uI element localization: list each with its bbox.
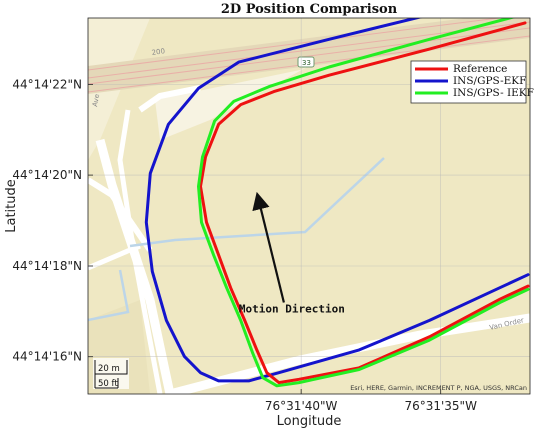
series-layer [144, 18, 530, 388]
series-line-reference [199, 21, 530, 385]
scale-bar: 20 m 50 ft [93, 358, 129, 389]
scale-label-meters: 20 m [98, 364, 120, 374]
y-tick-label: 44°14'20"N [12, 168, 82, 182]
map-attribution: Esri, HERE, Garmin, INCREMENT P, NGA, US… [350, 384, 527, 392]
axis-ticks: 76°31'40"W 76°31'35"W 44°14'22"N 44°14'20"N… [12, 77, 477, 413]
road-label: Ave [91, 93, 101, 107]
basemap-road [117, 109, 163, 394]
y-tick-label: 44°14'16"N [12, 350, 82, 364]
y-tick-label: 44°14'18"N [12, 259, 82, 273]
road-label: 200 [151, 47, 165, 57]
scale-bar-line [94, 360, 128, 375]
x-tick-label: 76°31'40"W [265, 399, 338, 413]
y-axis-label: Latitude [4, 179, 19, 233]
basemap-road [88, 243, 141, 271]
basemap-road [138, 85, 201, 113]
plot-frame [87, 17, 531, 395]
motion-direction-arrow [252, 191, 285, 303]
basemap-path [129, 157, 385, 248]
series-line-ekf [144, 18, 530, 383]
legend: Reference INS/GPS-EKF INS/GPS- IEKF [410, 60, 534, 104]
basemap-path [88, 269, 130, 322]
basemap-highway-line [88, 18, 503, 71]
series-line-iekf [197, 18, 530, 388]
x-axis-label: Longitude [277, 414, 342, 429]
legend-label-ekf: INS/GPS-EKF [453, 75, 526, 87]
y-tick-label: 44°14'22"N [12, 77, 82, 91]
road-label: 33 [302, 59, 311, 67]
legend-label-reference: Reference [453, 63, 507, 75]
chart-title: 2D Position Comparison [221, 2, 398, 17]
motion-direction-label: Motion Direction [239, 302, 345, 315]
x-tick-label: 76°31'35"W [404, 399, 477, 413]
scale-label-feet: 50 ft [98, 379, 118, 389]
basemap-road [168, 313, 530, 394]
basemap-road [88, 177, 153, 252]
route-shield [297, 56, 315, 68]
legend-label-iekf: INS/GPS- IEKF [453, 87, 534, 99]
basemap-highway-line [88, 27, 530, 85]
